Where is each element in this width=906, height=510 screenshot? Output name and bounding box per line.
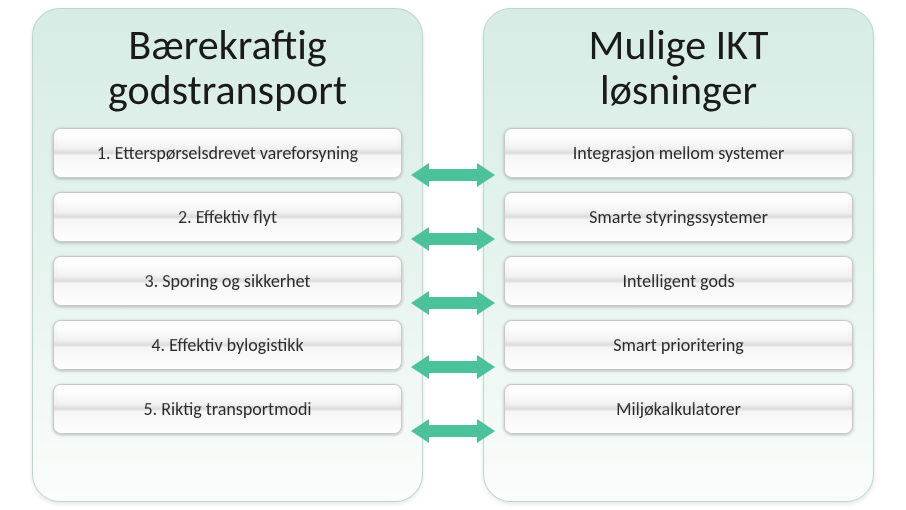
- left-title-line1: Bærekraftig: [128, 20, 326, 71]
- right-item-4-label: Smart prioritering: [613, 334, 744, 356]
- right-item-1: Integrasjon mellom systemer: [504, 128, 853, 178]
- left-item-3-label: 3. Sporing og sikkerhet: [145, 270, 311, 292]
- right-item-5-label: Miljøkalkulatorer: [616, 398, 741, 420]
- right-title-line1: Mulige IKT: [589, 20, 769, 71]
- right-item-4: Smart prioritering: [504, 320, 853, 370]
- left-panel-title: Bærekraftig godstransport: [53, 23, 402, 114]
- right-panel: Mulige IKT løsninger Integrasjon mellom …: [483, 8, 874, 502]
- right-item-5: Miljøkalkulatorer: [504, 384, 853, 434]
- left-item-2: 2. Effektiv flyt: [53, 192, 402, 242]
- left-item-5: 5. Riktig transportmodi: [53, 384, 402, 434]
- right-panel-title: Mulige IKT løsninger: [504, 23, 853, 114]
- left-item-1: 1. Etterspørselsdrevet vareforsyning: [53, 128, 402, 178]
- left-title-line2: godstransport: [108, 65, 347, 116]
- left-item-4: 4. Effektiv bylogistikk: [53, 320, 402, 370]
- left-item-4-label: 4. Effektiv bylogistikk: [151, 334, 303, 356]
- left-item-2-label: 2. Effektiv flyt: [178, 206, 277, 228]
- left-panel: Bærekraftig godstransport 1. Etterspørse…: [32, 8, 423, 502]
- right-item-2: Smarte styringssystemer: [504, 192, 853, 242]
- right-item-2-label: Smarte styringssystemer: [589, 206, 768, 228]
- right-item-3-label: Intelligent gods: [622, 270, 734, 292]
- right-items: Integrasjon mellom systemer Smarte styri…: [504, 128, 853, 481]
- left-items: 1. Etterspørselsdrevet vareforsyning 2. …: [53, 128, 402, 481]
- left-item-1-label: 1. Etterspørselsdrevet vareforsyning: [97, 142, 358, 164]
- right-item-1-label: Integrasjon mellom systemer: [573, 142, 784, 164]
- left-item-5-label: 5. Riktig transportmodi: [143, 398, 311, 420]
- right-item-3: Intelligent gods: [504, 256, 853, 306]
- right-title-line2: løsninger: [600, 65, 757, 116]
- diagram-container: Bærekraftig godstransport 1. Etterspørse…: [0, 0, 906, 510]
- left-item-3: 3. Sporing og sikkerhet: [53, 256, 402, 306]
